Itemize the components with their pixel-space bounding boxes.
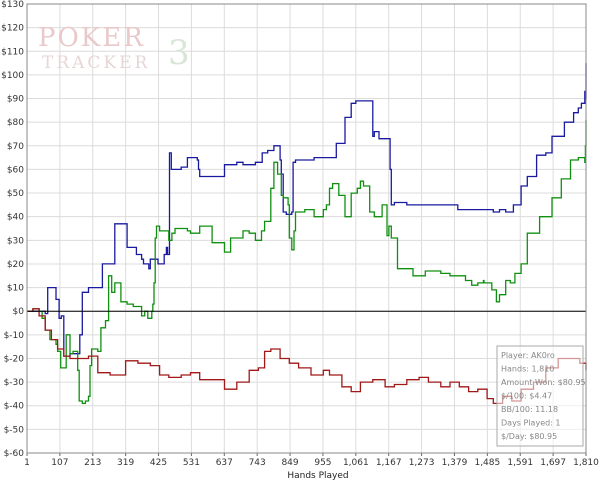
watermark-brand-bottom: TRACKER [42, 53, 150, 73]
y-tick-label: $10 [7, 284, 24, 294]
y-tick-label: $80 [7, 118, 24, 128]
poker-tracker-watermark: POKER 3 TRACKER [38, 23, 190, 73]
stats-box-frame [496, 345, 584, 447]
y-tick-label: $110 [1, 47, 24, 57]
chart-series [27, 63, 587, 405]
y-tick-label: $130 [1, 0, 24, 10]
y-tick-label: $20 [7, 260, 24, 270]
x-tick-label: 531 [183, 458, 200, 468]
y-tick-label: $-60 [4, 449, 25, 459]
x-tick-label: 1,485 [474, 458, 500, 468]
stats-line: BB/100: 11.18 [501, 405, 558, 414]
y-tick-label: $-30 [4, 378, 25, 388]
x-tick-label: 1,167 [376, 458, 402, 468]
y-tick-label: $-50 [4, 425, 25, 435]
stats-line: Days Played: 1 [501, 419, 561, 428]
stats-line: $/Day: $80.95 [501, 432, 557, 441]
x-tick-label: 743 [249, 458, 266, 468]
y-axis-ticks: $130 $120 $110 $100 $90 $80 $70 $60 $50 $40 $30 $20… [1, 0, 24, 459]
x-tick-label: 1,061 [343, 458, 369, 468]
y-tick-label: $-10 [4, 331, 25, 341]
x-tick-label: 107 [51, 458, 68, 468]
x-tick-label: 213 [84, 458, 101, 468]
y-tick-label: $90 [7, 95, 24, 105]
y-tick-label: $70 [7, 142, 24, 152]
chart-axes [26, 3, 587, 454]
y-tick-label: $40 [7, 213, 24, 223]
series-line-2 [27, 119, 587, 405]
x-tick-label: 1,810 [573, 458, 599, 468]
x-tick-label: 1,697 [540, 458, 566, 468]
x-tick-label: 1,273 [409, 458, 435, 468]
y-tick-label: $-40 [4, 402, 25, 412]
x-tick-label: 637 [216, 458, 233, 468]
x-tick-label: 319 [117, 458, 134, 468]
watermark-brand-number: 3 [168, 33, 190, 73]
y-tick-label: $0 [13, 307, 25, 317]
y-tick-label: $-20 [4, 354, 25, 364]
x-axis-ticks: 1 107 213 319 425 531 637 743 849 955 1,061 1,167 1,… [24, 453, 599, 468]
series-line-3 [27, 308, 587, 405]
stats-line: $/100: $4.47 [501, 392, 552, 401]
watermark-brand-top: POKER [38, 23, 145, 53]
plot-frame [26, 3, 587, 454]
x-tick-label: 1,379 [442, 458, 468, 468]
x-tick-label: 955 [314, 458, 331, 468]
y-tick-label: $120 [1, 24, 24, 34]
y-tick-label: $30 [7, 236, 24, 246]
x-tick-label: 425 [150, 458, 167, 468]
y-tick-label: $60 [7, 165, 24, 175]
x-tick-label: 1,591 [507, 458, 533, 468]
stats-box: Player: AK0ro Hands: 1,810 Amount Won: $80… [496, 345, 586, 447]
x-axis-label: Hands Played [287, 471, 348, 481]
x-tick-label: 849 [281, 458, 298, 468]
x-tick-label: 1 [24, 458, 30, 468]
stats-line: Player: AK0ro [501, 351, 555, 360]
y-tick-label: $50 [7, 189, 24, 199]
series-line-1 [27, 63, 587, 357]
y-tick-label: $100 [1, 71, 24, 81]
stats-line: Amount Won: $80.95 [501, 378, 586, 387]
stats-line: Hands: 1,810 [501, 365, 554, 374]
